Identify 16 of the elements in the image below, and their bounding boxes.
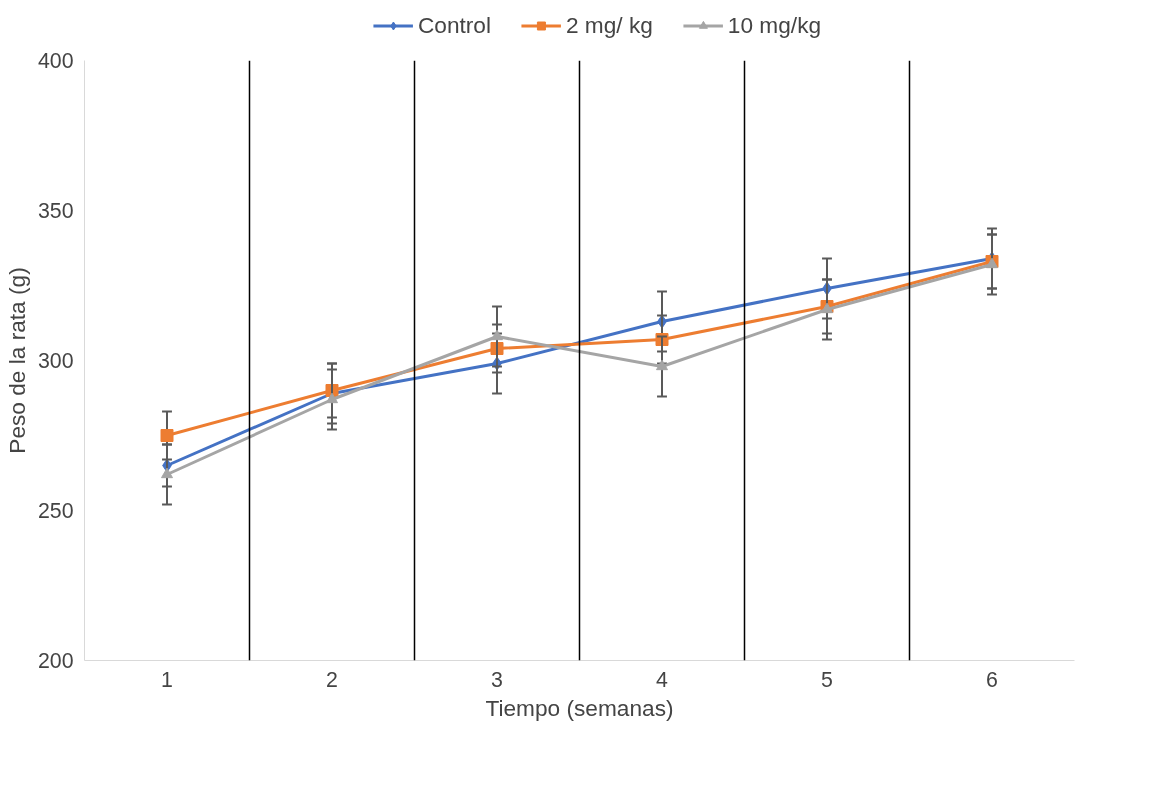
- x-tick-label: 5: [821, 667, 833, 692]
- x-tick-label: 1: [161, 667, 173, 692]
- y-tick-label: 200: [37, 649, 74, 673]
- x-axis-title: Tiempo (semanas): [485, 694, 674, 721]
- x-tick-label: 2: [326, 667, 338, 692]
- x-tick-label: 4: [656, 667, 669, 692]
- y-tick-label: 350: [37, 199, 74, 223]
- x-tick-label: 6: [986, 667, 998, 692]
- y-tick-label: 250: [37, 499, 74, 523]
- legend-label: 10 mg/kg: [727, 11, 822, 39]
- x-tick-label: 3: [491, 667, 503, 692]
- y-axis-title: Peso de la rata (g): [3, 267, 30, 454]
- y-tick-label: 300: [37, 349, 74, 373]
- y-tick-label: 400: [37, 49, 74, 73]
- legend-label: Control: [417, 11, 491, 39]
- legend-label: 2 mg/ kg: [565, 11, 653, 39]
